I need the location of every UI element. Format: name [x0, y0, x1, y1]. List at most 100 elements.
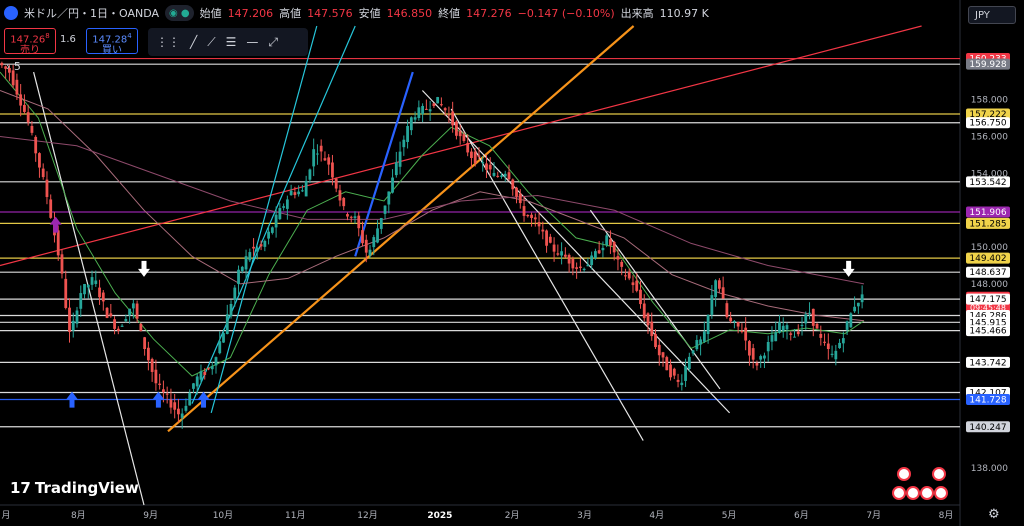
candle-body — [195, 376, 199, 387]
fib-tool-icon[interactable]: ☰ — [225, 35, 237, 49]
x-tick-label: 7月 — [866, 510, 881, 521]
extended-line-tool-icon[interactable]: ⤢ — [268, 34, 279, 49]
candle-body — [353, 216, 357, 218]
x-tick-label: 12月 — [357, 510, 377, 521]
candle-body — [714, 280, 718, 297]
candle-body — [169, 399, 173, 408]
candle-body — [150, 358, 154, 372]
candle-body — [417, 107, 421, 119]
change-value: −0.147 (−0.10%) — [517, 6, 615, 20]
candle-body — [120, 325, 124, 327]
candle-body — [143, 337, 147, 350]
price-level-label-bg — [966, 393, 1010, 405]
open-value: 147.206 — [227, 6, 274, 20]
buy-button[interactable]: 147.284 買い — [86, 28, 138, 57]
us-flag-event-icon[interactable] — [920, 486, 934, 500]
y-tick-label: 138.000 — [971, 464, 1008, 474]
candle-body — [680, 382, 684, 386]
candle-body — [856, 302, 860, 307]
candle-body — [165, 393, 169, 395]
visibility-toggle[interactable]: ◉ ● — [165, 5, 194, 21]
y-tick-label: 156.000 — [971, 133, 1008, 143]
candle-body — [845, 321, 849, 330]
candle-body — [135, 303, 139, 319]
candle-body — [282, 206, 286, 208]
price-level-label: 140.247 — [969, 423, 1006, 433]
candle-body — [654, 334, 657, 348]
candle-body — [94, 280, 98, 284]
candle-body — [695, 340, 699, 350]
candle-body — [507, 172, 511, 180]
candle-body — [774, 332, 778, 342]
ma-long-line — [0, 136, 865, 285]
candle-body — [394, 162, 398, 176]
candle-body — [612, 241, 616, 253]
candle-body — [560, 251, 563, 256]
candle-body — [71, 320, 75, 331]
candle-body — [646, 313, 650, 326]
candle-body — [274, 214, 278, 228]
hline-tool-icon[interactable]: — — [246, 35, 259, 49]
candle-body — [766, 341, 770, 352]
candle-body — [578, 266, 582, 268]
us-flag-event-icon[interactable] — [906, 486, 920, 500]
price-level-label-bg — [966, 176, 1010, 188]
candle-body — [26, 112, 30, 123]
candle-body — [41, 168, 45, 178]
candle-body — [214, 357, 218, 366]
candle-body — [124, 318, 128, 322]
price-level-label-bg — [966, 356, 1010, 368]
sell-button[interactable]: 147.268 売り — [4, 28, 56, 57]
us-flag-event-icon[interactable] — [892, 486, 906, 500]
settings-gear-icon[interactable]: ⚙ — [988, 507, 1000, 522]
jp-flag-event-icon[interactable] — [934, 486, 948, 500]
candle-body — [744, 327, 748, 341]
candle-body — [199, 371, 203, 380]
candle-body — [627, 271, 631, 279]
trendline-tool-icon[interactable]: ╱ — [190, 35, 198, 49]
candle-body — [7, 68, 11, 73]
candle-body — [346, 214, 349, 217]
x-tick-label: 8月 — [71, 510, 86, 521]
candle-body — [409, 117, 413, 131]
us-flag-event-icon[interactable] — [897, 467, 911, 481]
sell-label: 売り — [20, 45, 40, 57]
interval-indicator[interactable]: › 5 — [6, 60, 21, 73]
price-level-label: 146.286 — [969, 312, 1006, 322]
price-level-label: 148.637 — [969, 268, 1006, 278]
collapse-icon[interactable]: › — [6, 60, 11, 73]
candle-body — [237, 269, 240, 284]
trend-line — [191, 25, 356, 404]
candle-body — [98, 287, 101, 298]
arrow-down-icon — [842, 260, 855, 277]
candle-body — [203, 371, 207, 375]
jp-flag-event-icon[interactable] — [932, 467, 946, 481]
candle-body — [146, 347, 150, 361]
trend-line — [589, 209, 721, 390]
candle-body — [552, 244, 556, 252]
ma-slow-line — [0, 90, 865, 322]
ray-tool-icon[interactable]: ⟋ — [207, 34, 216, 49]
candle-body — [210, 366, 214, 370]
candle-body — [447, 114, 451, 116]
candle-body — [252, 246, 255, 249]
candle-body — [563, 254, 567, 257]
drag-handle-icon[interactable]: ⋮⋮ — [156, 35, 180, 49]
candle-body — [4, 66, 8, 69]
symbol-icon — [4, 6, 18, 20]
candle-body — [312, 149, 316, 167]
price-level-label: 157.222 — [969, 110, 1006, 120]
ma-fast-line — [0, 71, 865, 377]
currency-select[interactable]: JPY — [968, 6, 1016, 24]
price-level-label-bg — [966, 293, 1010, 305]
candle-body — [331, 162, 334, 178]
candle-body — [316, 153, 319, 155]
candle-body — [530, 214, 533, 218]
candle-body — [665, 357, 669, 371]
candle-body — [301, 190, 304, 192]
symbol-title[interactable]: 米ドル／円・1日・OANDA — [24, 7, 160, 20]
candle-body — [748, 341, 751, 356]
buy-label: 買い — [102, 45, 122, 57]
trend-line — [450, 108, 644, 441]
